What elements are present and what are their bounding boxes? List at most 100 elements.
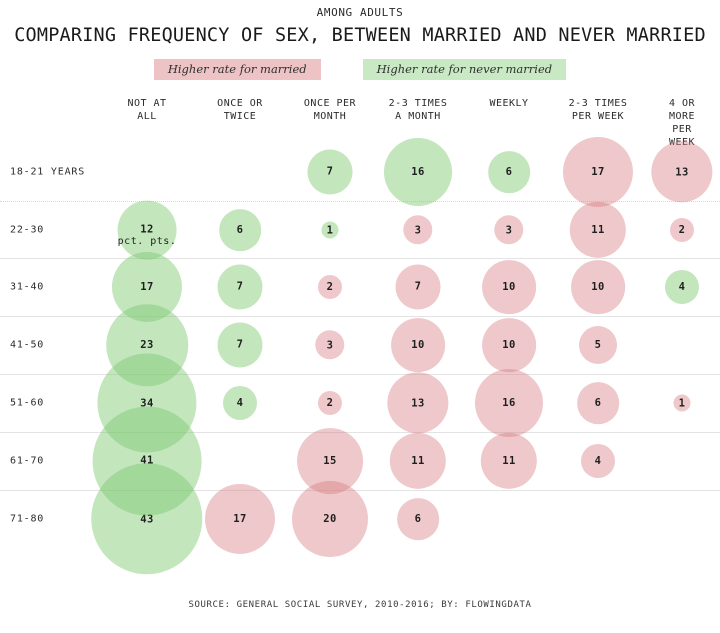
bubble[interactable]: 6 [577,382,619,424]
bubble-value: 15 [323,454,337,467]
bubble[interactable]: 10 [391,318,445,372]
bubble[interactable]: 16 [384,138,452,206]
legend-item-never-married: Higher rate for never married [362,59,567,81]
bubble[interactable]: 7 [307,149,353,195]
bubble[interactable]: 3 [315,330,345,360]
bubble-value: 7 [236,281,244,293]
bubble[interactable]: 11 [389,432,447,490]
bubble[interactable]: 17 [562,136,634,208]
bubble[interactable]: 6 [397,498,439,540]
gridline [0,432,720,433]
bubble[interactable]: 4 [581,444,615,478]
bubble-value: 3 [414,224,422,236]
bubble-value: 11 [502,455,516,467]
bubble-value: 7 [414,281,422,293]
bubble-value: 2 [326,397,334,409]
gridline [0,490,720,491]
row-label: 41-50 [10,339,45,351]
bubble-value: 12 [140,224,154,236]
gridline [0,258,720,259]
chart-kicker: AMONG ADULTS [316,6,404,19]
column-header: WEEKLY [489,98,529,109]
bubble[interactable]: 17 [204,483,276,555]
bubble-value: 5 [594,339,602,351]
chart-legend: Higher rate for married Higher rate for … [0,59,720,81]
bubble-value: 6 [505,165,513,178]
chart-source: SOURCE: GENERAL SOCIAL SURVEY, 2010-2016… [188,600,532,610]
bubble-value: 1 [678,397,686,409]
bubble[interactable]: 17 [111,251,183,323]
bubble[interactable]: 13 [651,141,713,203]
bubble-value: 4 [236,397,244,409]
bubble[interactable]: 3 [494,215,524,245]
bubble[interactable]: 10 [482,318,536,372]
bubble[interactable]: 11 [569,201,627,259]
bubble-value: 3 [326,339,334,351]
row-label: 22-30 [10,224,45,236]
bubble-plot: 18-21 YEARS 22-30 31-40 41-50 51-60 61-70 71-8… [0,136,720,578]
bubble-value: 11 [591,224,605,236]
bubble-value: 2 [678,224,686,236]
bubble[interactable]: 10 [482,260,536,314]
row-label: 31-40 [10,281,45,293]
bubble[interactable]: 4 [223,386,257,420]
bubble[interactable]: 7 [217,264,263,310]
legend-item-married: Higher rate for married [153,59,321,81]
bubble[interactable]: 16 [475,369,543,437]
bubble[interactable]: 13 [387,372,449,434]
bubble-value: 10 [411,339,425,351]
bubble[interactable]: 5 [579,326,617,364]
bubble[interactable]: 2 [317,274,343,300]
bubble[interactable]: 6 [488,151,530,193]
bubble-value: 6 [594,396,602,409]
gridline [0,316,720,317]
bubble-value: 6 [414,512,422,525]
bubble-value: 4 [678,281,686,293]
bubble-value: 20 [323,512,337,525]
gridline [0,201,720,202]
chart-title: COMPARING FREQUENCY OF SEX, BETWEEN MARR… [14,25,706,46]
bubble-value: 10 [502,281,516,293]
bubble-value: 13 [675,166,689,178]
bubble-value: 4 [594,455,602,467]
bubble-value: 3 [505,224,513,236]
bubble-value: 13 [411,397,425,409]
bubble-value: 7 [236,339,244,351]
bubble[interactable]: 1 [321,221,339,239]
bubble-value: 7 [326,166,334,178]
bubble-value: 6 [236,223,244,236]
bubble[interactable]: 43 [91,463,203,575]
bubble[interactable]: 1 [673,394,691,412]
bubble-value: 2 [326,281,334,293]
gridline [0,374,720,375]
bubble-value: 17 [140,280,154,293]
column-header: NOT AT ALL [127,98,167,122]
bubble[interactable]: 12 [117,200,177,260]
bubble-value: 16 [411,166,425,178]
bubble[interactable]: 3 [403,215,433,245]
bubble[interactable]: 10 [571,260,625,314]
bubble-value: 17 [233,512,247,525]
bubble[interactable]: 23 [106,304,188,386]
bubble[interactable]: 2 [669,217,695,243]
bubble[interactable]: 15 [297,428,363,494]
bubble-value: 10 [502,339,516,351]
column-header: 4 OR MORE PER WEEK [668,98,696,148]
bubble[interactable]: 11 [480,432,538,490]
bubble-value: 16 [502,397,516,409]
bubble[interactable]: 34 [97,353,197,453]
bubble[interactable]: 7 [395,264,441,310]
bubble[interactable]: 6 [219,209,261,251]
bubble[interactable]: 2 [317,390,343,416]
bubble-value: 1 [326,224,334,236]
bubble-value: 34 [140,397,154,409]
bubble-value: 23 [140,338,154,351]
row-label: 51-60 [10,397,45,409]
bubble[interactable]: 4 [665,270,699,304]
bubble-value: 17 [591,165,605,178]
column-header: ONCE PER MONTH [303,98,357,122]
bubble[interactable]: 7 [217,322,263,368]
row-label: 71-80 [10,513,45,525]
column-header: 2-3 TIMES PER WEEK [568,98,628,122]
